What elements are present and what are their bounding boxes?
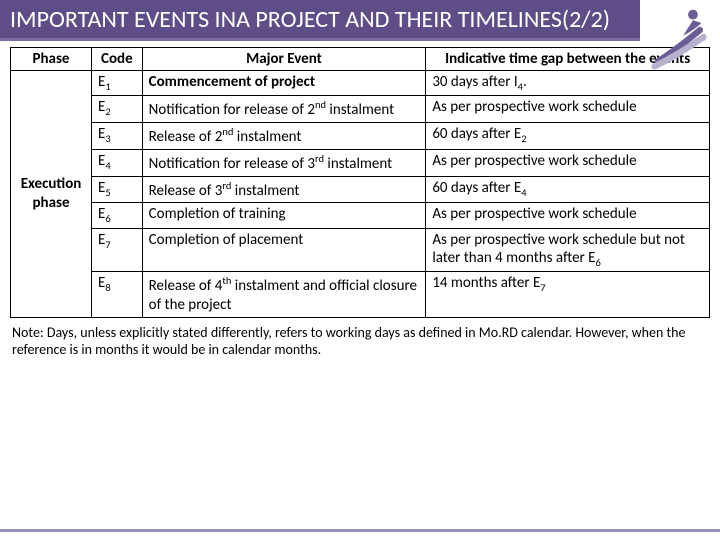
table-row: E2Notification for release of 2nd instal…	[11, 96, 710, 123]
code-cell: E5	[92, 176, 143, 203]
table-row: E4Notification for release of 3rd instal…	[11, 149, 710, 176]
events-table: Phase Code Major Event Indicative time g…	[10, 47, 710, 318]
gap-cell: 14 months after E7	[426, 272, 710, 318]
gap-cell: 60 days after E2	[426, 123, 710, 150]
gap-cell: 30 days after I4.	[426, 71, 710, 96]
code-cell: E8	[92, 272, 143, 318]
event-cell: Release of 4th instalment and official c…	[142, 272, 426, 318]
col-phase: Phase	[11, 47, 92, 71]
footnote: Note: Days, unless explicitly stated dif…	[0, 318, 720, 359]
table-row: E3Release of 2nd instalment60 days after…	[11, 123, 710, 150]
col-event: Major Event	[142, 47, 426, 71]
table-row: E6Completion of trainingAs per prospecti…	[11, 203, 710, 228]
table-row: E8Release of 4th instalment and official…	[11, 272, 710, 318]
table-row: Execution phaseE1Commencement of project…	[11, 71, 710, 96]
event-cell: Release of 3rd instalment	[142, 176, 426, 203]
code-cell: E3	[92, 123, 143, 150]
logo-icon	[644, 2, 714, 72]
gap-cell: As per prospective work schedule	[426, 203, 710, 228]
col-code: Code	[92, 47, 143, 71]
code-cell: E1	[92, 71, 143, 96]
event-cell: Notification for release of 2nd instalme…	[142, 96, 426, 123]
table-row: E7Completion of placementAs per prospect…	[11, 228, 710, 272]
gap-cell: 60 days after E4	[426, 176, 710, 203]
code-cell: E2	[92, 96, 143, 123]
event-cell: Commencement of project	[142, 71, 426, 96]
gap-cell: As per prospective work schedule	[426, 96, 710, 123]
table-header-row: Phase Code Major Event Indicative time g…	[11, 47, 710, 71]
event-cell: Notification for release of 3rd instalme…	[142, 149, 426, 176]
gap-cell: As per prospective work schedule	[426, 149, 710, 176]
code-cell: E6	[92, 203, 143, 228]
phase-cell: Execution phase	[11, 71, 92, 318]
title-underline	[0, 38, 640, 41]
code-cell: E7	[92, 228, 143, 272]
gap-cell: As per prospective work schedule but not…	[426, 228, 710, 272]
event-cell: Release of 2nd instalment	[142, 123, 426, 150]
table-body: Execution phaseE1Commencement of project…	[11, 71, 710, 318]
footer-divider	[0, 529, 720, 532]
table-row: E5Release of 3rd instalment60 days after…	[11, 176, 710, 203]
slide-title: IMPORTANT EVENTS INA PROJECT AND THEIR T…	[0, 0, 640, 38]
code-cell: E4	[92, 149, 143, 176]
event-cell: Completion of training	[142, 203, 426, 228]
event-cell: Completion of placement	[142, 228, 426, 272]
